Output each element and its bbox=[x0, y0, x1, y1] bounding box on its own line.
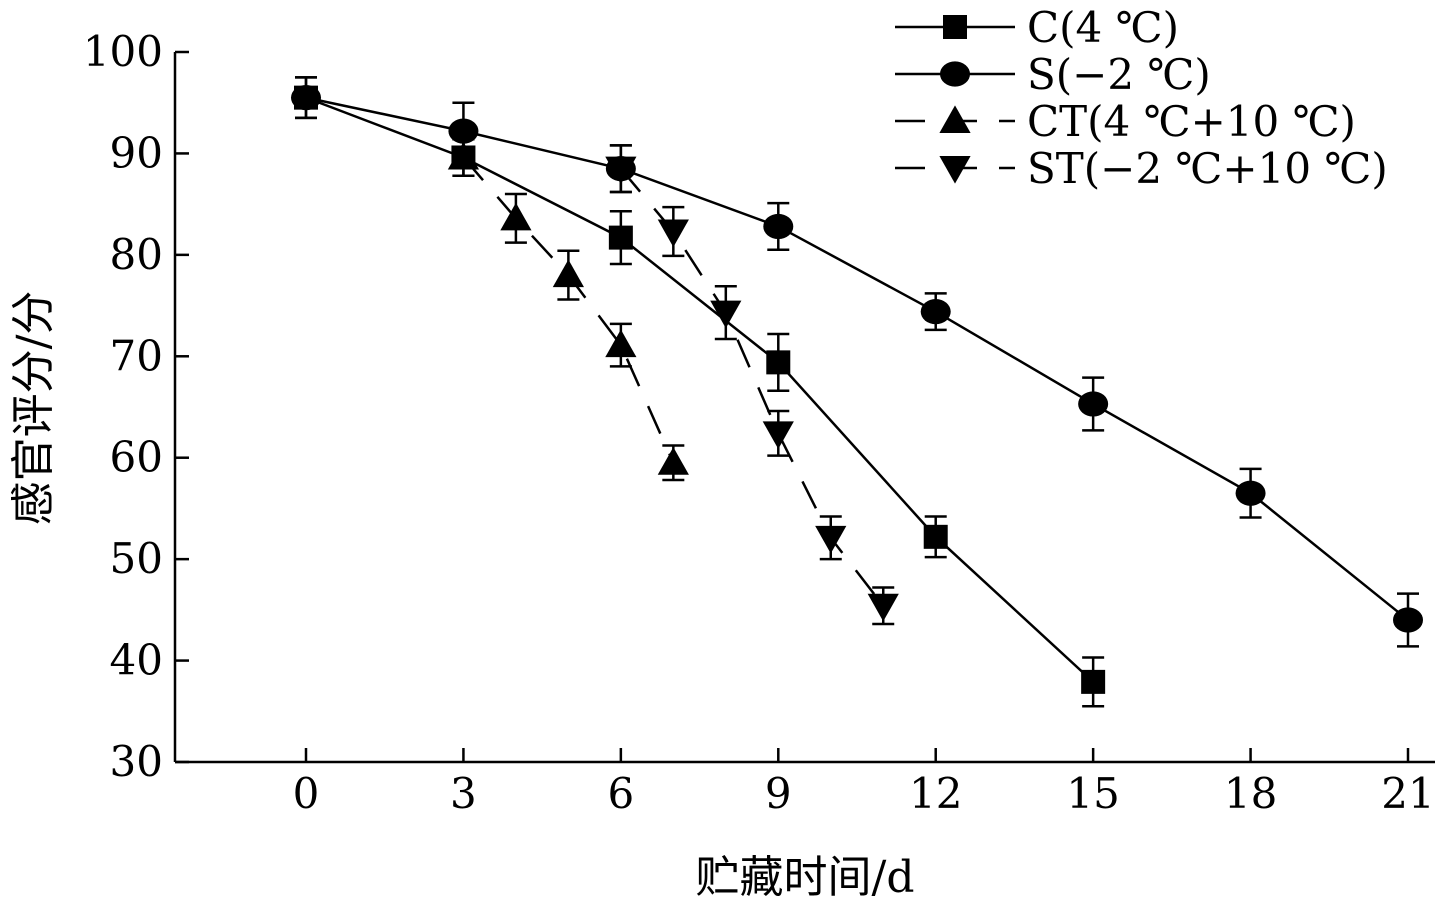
y-tick-label: 60 bbox=[110, 433, 163, 482]
legend-label: ST(−2 ℃+10 ℃) bbox=[1027, 144, 1388, 193]
series-0 bbox=[294, 76, 1106, 708]
x-tick-label: 3 bbox=[450, 769, 477, 818]
data-point-triangle-up bbox=[605, 329, 637, 358]
data-point-circle bbox=[920, 299, 951, 325]
data-point-circle bbox=[940, 61, 970, 87]
axes: 30 40 50 60 70 80 90 100 0 3 6 9 12 15 18 21 bbox=[83, 27, 1435, 818]
data-point-triangle-down bbox=[710, 300, 742, 329]
series-line bbox=[619, 167, 885, 607]
series-line bbox=[462, 156, 675, 464]
data-point-circle bbox=[1235, 480, 1266, 506]
y-tick-label: 80 bbox=[110, 230, 163, 279]
series-line bbox=[305, 96, 1409, 621]
data-point-circle bbox=[763, 213, 794, 240]
legend-label: C(4 ℃) bbox=[1027, 3, 1179, 52]
plot-area bbox=[291, 76, 1423, 708]
y-tick-label: 30 bbox=[110, 737, 163, 786]
data-point-circle bbox=[1393, 607, 1423, 633]
data-point-triangle-down bbox=[657, 219, 689, 248]
y-tick-label: 100 bbox=[83, 27, 163, 76]
data-point-circle bbox=[448, 118, 479, 144]
x-tick-label: 21 bbox=[1381, 769, 1434, 818]
data-point-triangle-up bbox=[447, 141, 480, 170]
x-tick-label: 6 bbox=[607, 769, 634, 818]
data-point-triangle-down bbox=[605, 156, 637, 185]
x-tick-label: 18 bbox=[1224, 769, 1277, 818]
legend-label: CT(4 ℃+10 ℃) bbox=[1027, 97, 1356, 146]
data-point-triangle-up bbox=[500, 202, 532, 231]
y-tick-label: 90 bbox=[110, 128, 163, 177]
series-3 bbox=[605, 144, 899, 626]
legend-label: S(−2 ℃) bbox=[1027, 50, 1211, 99]
data-point-circle bbox=[1078, 391, 1109, 417]
data-point-square bbox=[1081, 669, 1106, 694]
data-point-triangle-down bbox=[815, 525, 847, 554]
legend: C(4 ℃)S(−2 ℃)CT(4 ℃+10 ℃)ST(−2 ℃+10 ℃) bbox=[895, 3, 1388, 193]
x-tick-label: 9 bbox=[765, 769, 792, 818]
data-point-square bbox=[923, 524, 948, 549]
data-point-triangle-up bbox=[552, 259, 584, 288]
data-point-square bbox=[608, 225, 633, 250]
x-axis-label: 贮藏时间/d bbox=[696, 852, 915, 903]
y-axis-label: 感官评分/分 bbox=[8, 291, 59, 526]
data-point-circle bbox=[291, 85, 321, 111]
series-line bbox=[305, 96, 1094, 683]
x-tick-label: 12 bbox=[909, 769, 962, 818]
x-tick-label: 15 bbox=[1066, 769, 1119, 818]
y-tick-label: 40 bbox=[110, 636, 163, 685]
y-tick-label: 70 bbox=[110, 331, 163, 380]
data-point-triangle-down bbox=[762, 421, 794, 449]
y-tick-label: 50 bbox=[110, 534, 163, 583]
data-point-square bbox=[766, 350, 791, 375]
series-2 bbox=[447, 137, 689, 482]
data-point-square bbox=[943, 15, 967, 39]
x-tick-label: 0 bbox=[293, 769, 320, 818]
data-point-triangle-down bbox=[867, 593, 899, 622]
data-point-triangle-down bbox=[939, 156, 971, 184]
data-point-triangle-up bbox=[657, 447, 689, 475]
series-1 bbox=[291, 76, 1423, 648]
data-point-triangle-up bbox=[939, 105, 971, 133]
